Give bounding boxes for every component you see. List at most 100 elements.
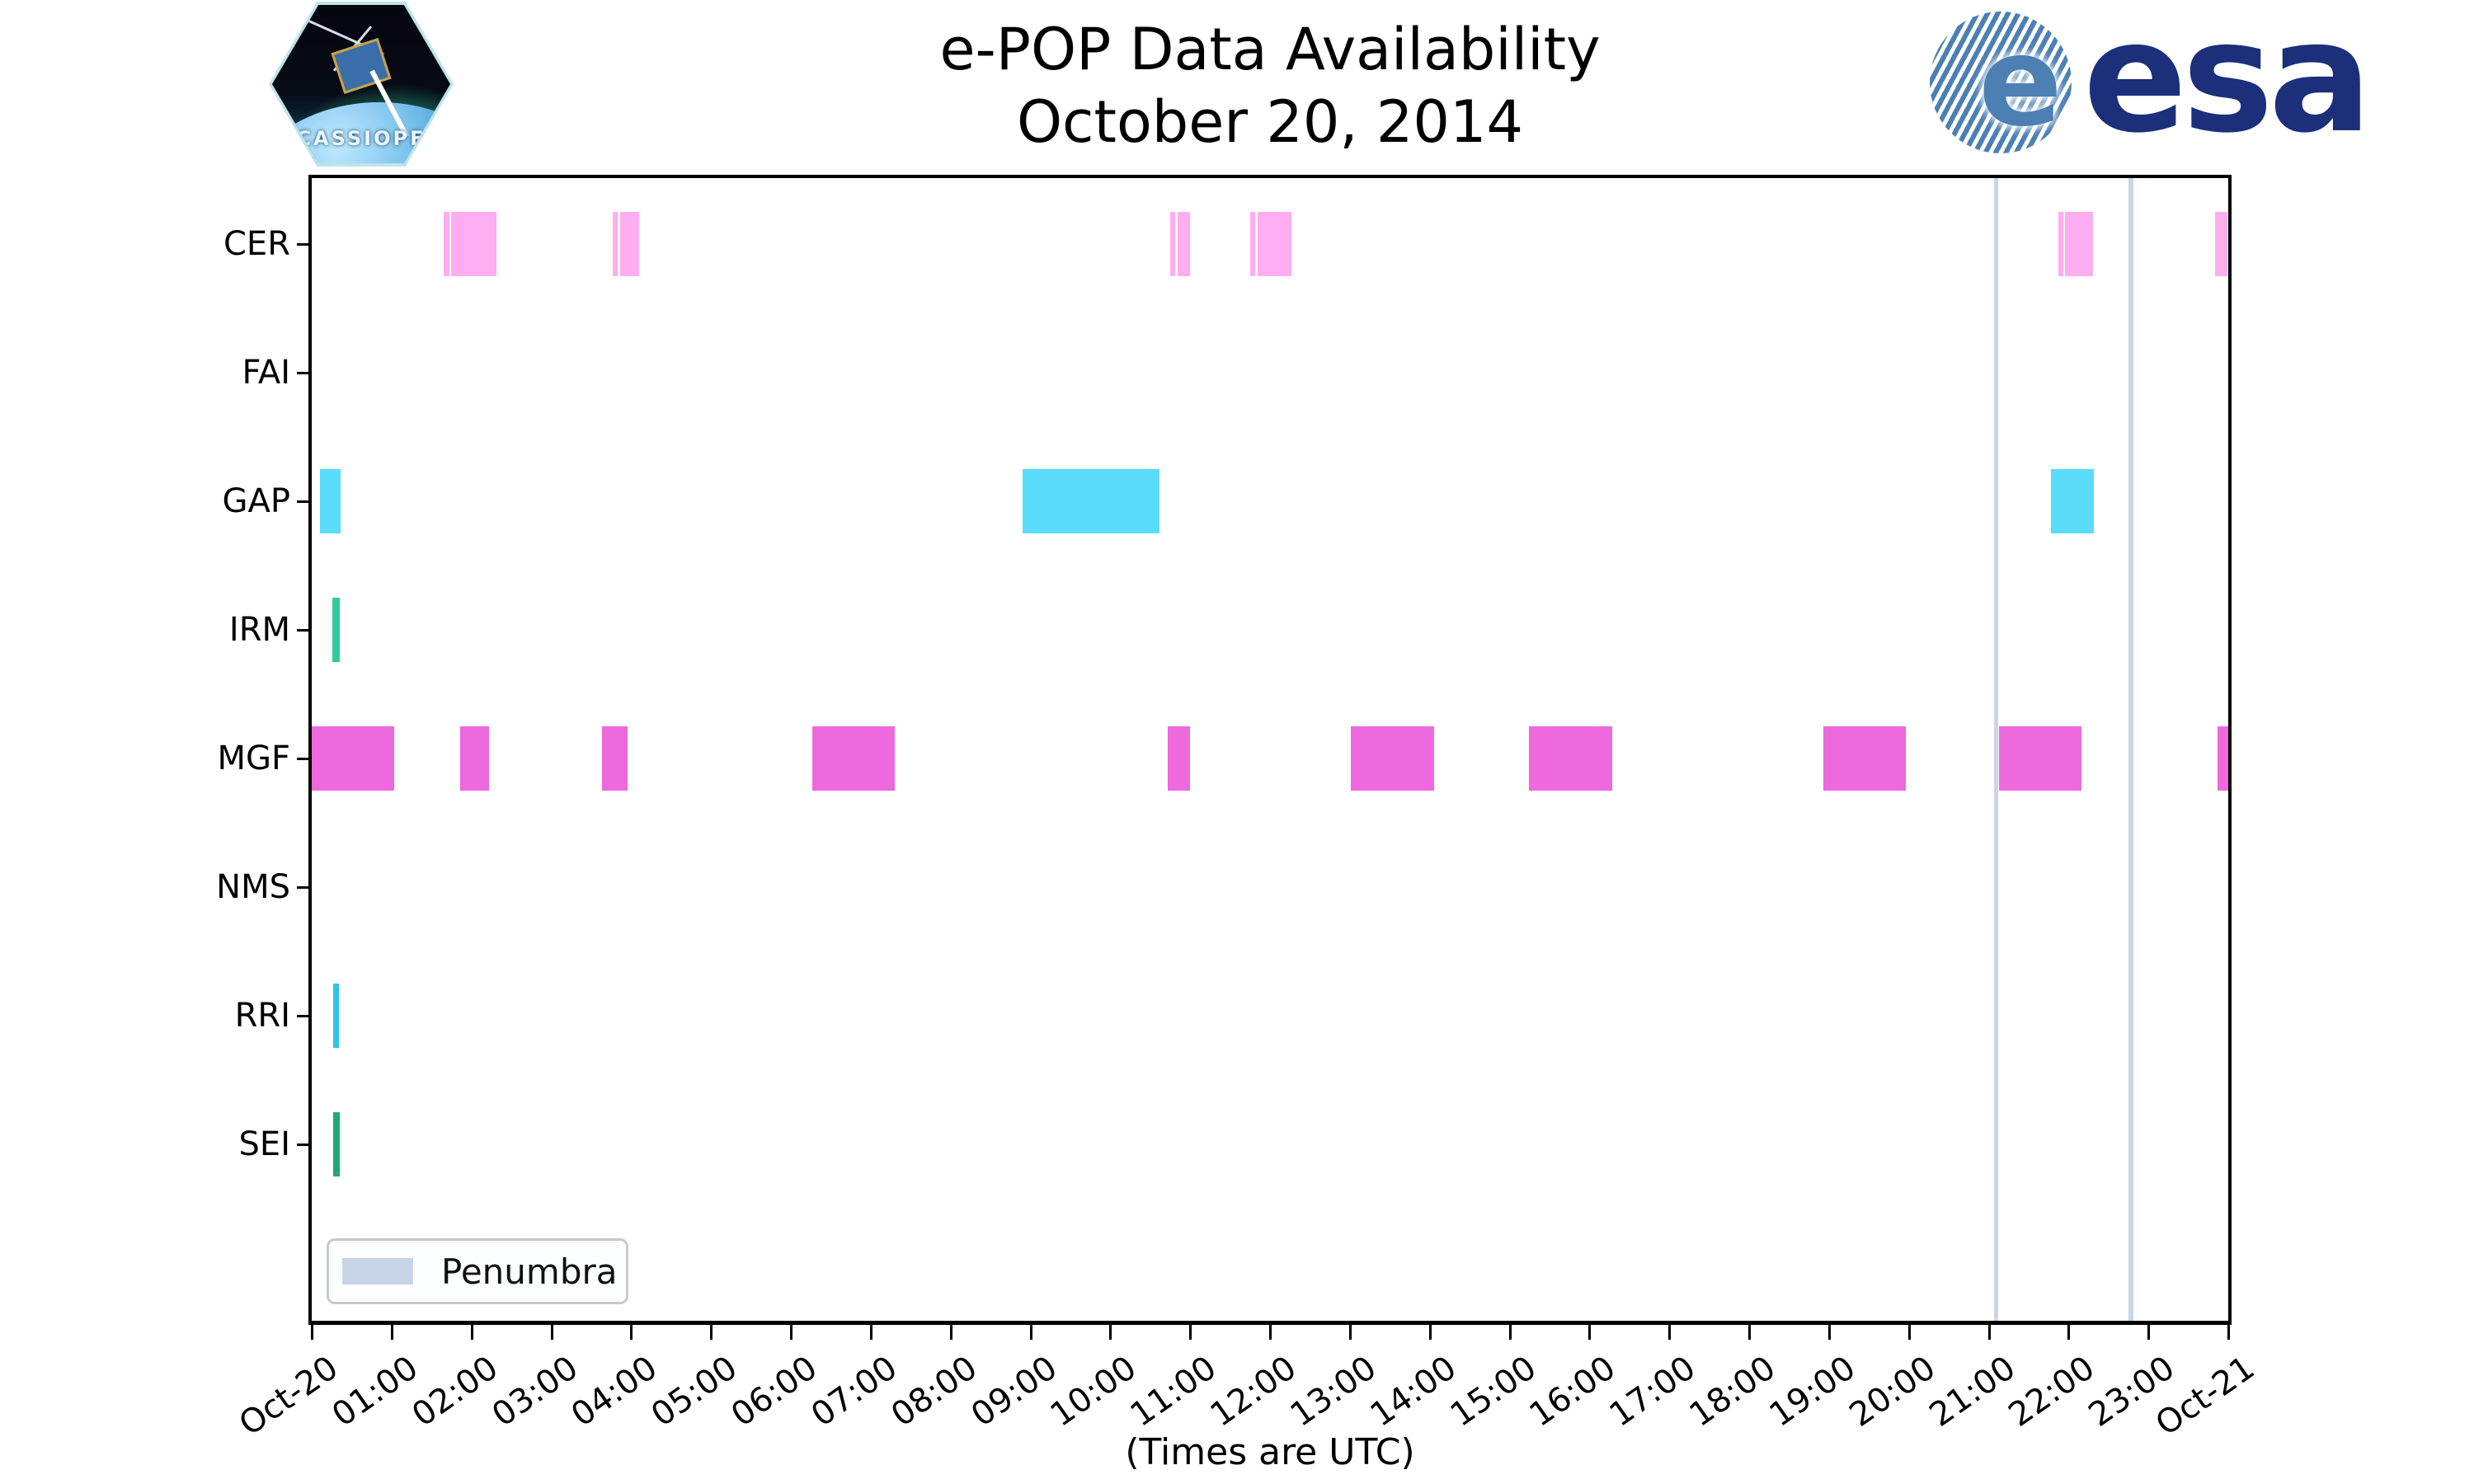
x-tick — [1668, 1325, 1672, 1340]
x-tick — [1748, 1325, 1751, 1340]
y-tick — [297, 1015, 312, 1017]
x-tick-label: 02:00 — [405, 1349, 506, 1435]
penumbra-line — [1994, 178, 1999, 1321]
x-tick — [1428, 1325, 1432, 1340]
x-tick-label: 07:00 — [804, 1349, 905, 1435]
row-label-irm: IRM — [228, 611, 290, 649]
x-tick-label: 22:00 — [2001, 1349, 2102, 1435]
y-tick — [297, 243, 312, 246]
title-line-2: October 20, 2014 — [1016, 88, 1524, 156]
x-tick — [390, 1325, 393, 1340]
x-tick-label: 13:00 — [1283, 1349, 1384, 1435]
x-tick-label: 21:00 — [1922, 1349, 2022, 1435]
availability-bar-mgf — [312, 726, 394, 791]
x-tick-label: 16:00 — [1522, 1349, 1623, 1435]
availability-bar-mgf — [1350, 726, 1434, 791]
availability-bar-cer — [2214, 212, 2228, 276]
plot-spine-bottom — [308, 1321, 2232, 1325]
row-label-rri: RRI — [234, 997, 290, 1035]
legend-penumbra: Penumbra — [327, 1238, 628, 1304]
availability-bar-mgf — [1168, 726, 1191, 791]
availability-bar-cer — [619, 212, 639, 276]
x-tick-label: 08:00 — [884, 1349, 985, 1435]
availability-bar-mgf — [1528, 726, 1613, 791]
x-tick-label: 19:00 — [1762, 1349, 1863, 1435]
esa-wordmark: esa — [2083, 0, 2372, 167]
x-tick-label: 20:00 — [1842, 1349, 1943, 1435]
x-tick-label: 18:00 — [1682, 1349, 1783, 1435]
availability-bar-gap — [319, 469, 341, 533]
row-label-gap: GAP — [222, 482, 290, 520]
availability-bar-sei — [333, 1112, 340, 1176]
row-label-nms: NMS — [216, 868, 290, 906]
row-label-fai: FAI — [242, 354, 291, 392]
plot-spine-right — [2228, 175, 2232, 1325]
x-tick — [1987, 1325, 1991, 1340]
availability-bar-gap — [2051, 469, 2095, 533]
x-tick — [869, 1325, 872, 1340]
availability-bar-cer — [451, 212, 496, 276]
x-tick — [1189, 1325, 1192, 1340]
availability-bar-cer — [443, 212, 449, 276]
x-tick-label: 03:00 — [485, 1349, 585, 1435]
availability-bar-mgf — [1823, 726, 1906, 791]
penumbra-line — [2128, 178, 2133, 1321]
x-tick — [949, 1325, 952, 1340]
x-tick-label: 11:00 — [1123, 1349, 1224, 1435]
y-tick — [297, 500, 312, 503]
availability-bar-mgf — [460, 726, 489, 791]
x-tick — [2067, 1325, 2071, 1340]
availability-bar-rri — [333, 984, 339, 1048]
availability-bar-mgf — [812, 726, 895, 791]
x-tick — [2227, 1325, 2230, 1340]
x-tick-label: 14:00 — [1363, 1349, 1464, 1435]
x-tick — [630, 1325, 633, 1340]
x-tick — [1827, 1325, 1831, 1340]
cassiope-label: CASSIOPE — [296, 127, 426, 150]
x-tick-label: 09:00 — [964, 1349, 1064, 1435]
x-tick — [2147, 1325, 2151, 1340]
row-label-mgf: MGF — [217, 740, 290, 777]
penumbra-label: Penumbra — [441, 1251, 618, 1292]
esa-globe-icon: e — [1930, 12, 2072, 153]
x-tick-label: 06:00 — [724, 1349, 825, 1435]
esa-globe-letter: e — [1978, 12, 2062, 153]
x-tick — [1588, 1325, 1592, 1340]
x-axis-label: (Times are UTC) — [1125, 1431, 1415, 1473]
x-tick — [311, 1325, 313, 1340]
x-tick — [550, 1325, 553, 1340]
x-tick — [1109, 1325, 1112, 1340]
availability-bar-cer — [1249, 212, 1255, 276]
x-tick — [1907, 1325, 1911, 1340]
x-tick-label: 12:00 — [1203, 1349, 1304, 1435]
plot-spine-top — [308, 175, 2232, 178]
x-tick — [1269, 1325, 1272, 1340]
availability-bar-cer — [2065, 212, 2094, 276]
x-tick — [470, 1325, 473, 1340]
availability-bar-cer — [1177, 212, 1191, 276]
row-label-sei: SEI — [238, 1125, 290, 1163]
x-tick — [710, 1325, 713, 1340]
y-tick — [297, 886, 312, 889]
availability-bar-cer — [2058, 212, 2063, 276]
availability-bar-gap — [1022, 469, 1160, 533]
x-tick — [1508, 1325, 1512, 1340]
x-tick — [790, 1325, 793, 1340]
chart-title: e-POP Data Availability October 20, 2014 — [312, 13, 2228, 158]
x-tick-label: 15:00 — [1443, 1349, 1543, 1435]
availability-bar-mgf — [2218, 726, 2228, 791]
x-tick — [1029, 1325, 1032, 1340]
x-tick-label: 10:00 — [1043, 1349, 1144, 1435]
row-label-cer: CER — [223, 225, 290, 263]
y-tick — [297, 758, 312, 760]
x-tick-label: Oct-20 — [232, 1349, 346, 1444]
x-tick — [1348, 1325, 1352, 1340]
availability-bar-irm — [332, 598, 340, 662]
x-tick-label: 01:00 — [325, 1349, 426, 1435]
y-tick — [297, 1144, 312, 1146]
y-tick — [297, 372, 312, 374]
availability-bar-mgf — [602, 726, 628, 791]
title-line-1: e-POP Data Availability — [939, 16, 1601, 83]
plot-spine-left — [308, 175, 312, 1325]
